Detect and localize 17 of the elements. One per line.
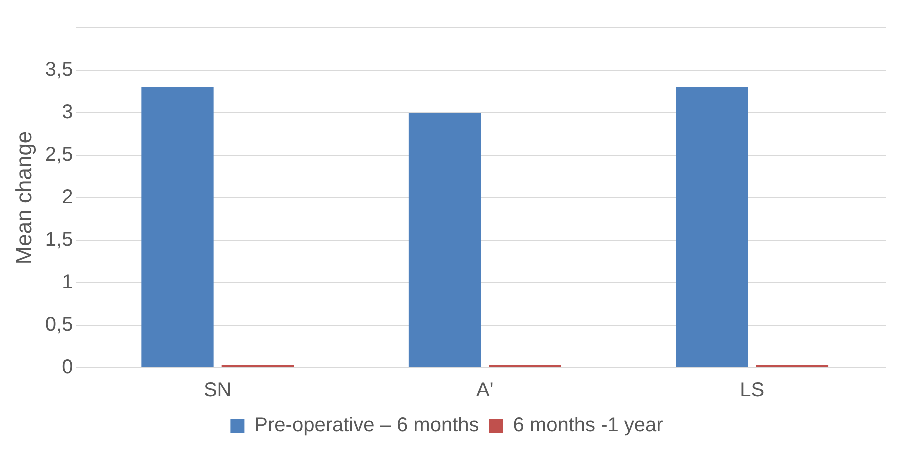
x-tick-label: A' — [476, 380, 494, 402]
x-tick-label: LS — [740, 380, 765, 402]
y-tick-label: 1 — [62, 272, 74, 294]
y-axis-title: Mean change — [11, 131, 36, 265]
y-tick-label: 0 — [62, 356, 74, 379]
bar — [676, 88, 748, 368]
y-tick-label: 0,5 — [45, 314, 74, 336]
y-tick-label: 2 — [62, 186, 74, 209]
y-tick-label: 3,5 — [45, 59, 74, 82]
legend-label: Pre-operative – 6 months — [254, 414, 480, 437]
y-tick-label: 3 — [62, 102, 74, 124]
x-tick-label: SN — [204, 380, 232, 402]
legend-label: 6 months -1 year — [513, 414, 664, 437]
bar — [142, 88, 214, 368]
y-tick-label: 1,5 — [45, 229, 74, 252]
bar — [408, 113, 482, 368]
y-tick-label: 2,5 — [45, 144, 74, 166]
